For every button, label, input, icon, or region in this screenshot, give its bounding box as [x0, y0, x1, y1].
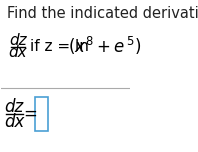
Text: dx: dx	[9, 45, 27, 60]
Text: if z = ln: if z = ln	[30, 39, 93, 54]
FancyBboxPatch shape	[35, 97, 48, 131]
Text: Find the indicated derivative.: Find the indicated derivative.	[7, 6, 198, 21]
Text: $(x^{8} + e^{\,5})$: $(x^{8} + e^{\,5})$	[68, 35, 141, 57]
Text: dz: dz	[9, 33, 27, 48]
Text: =: =	[23, 105, 37, 123]
Text: dz: dz	[5, 98, 24, 116]
Text: dx: dx	[4, 112, 24, 131]
